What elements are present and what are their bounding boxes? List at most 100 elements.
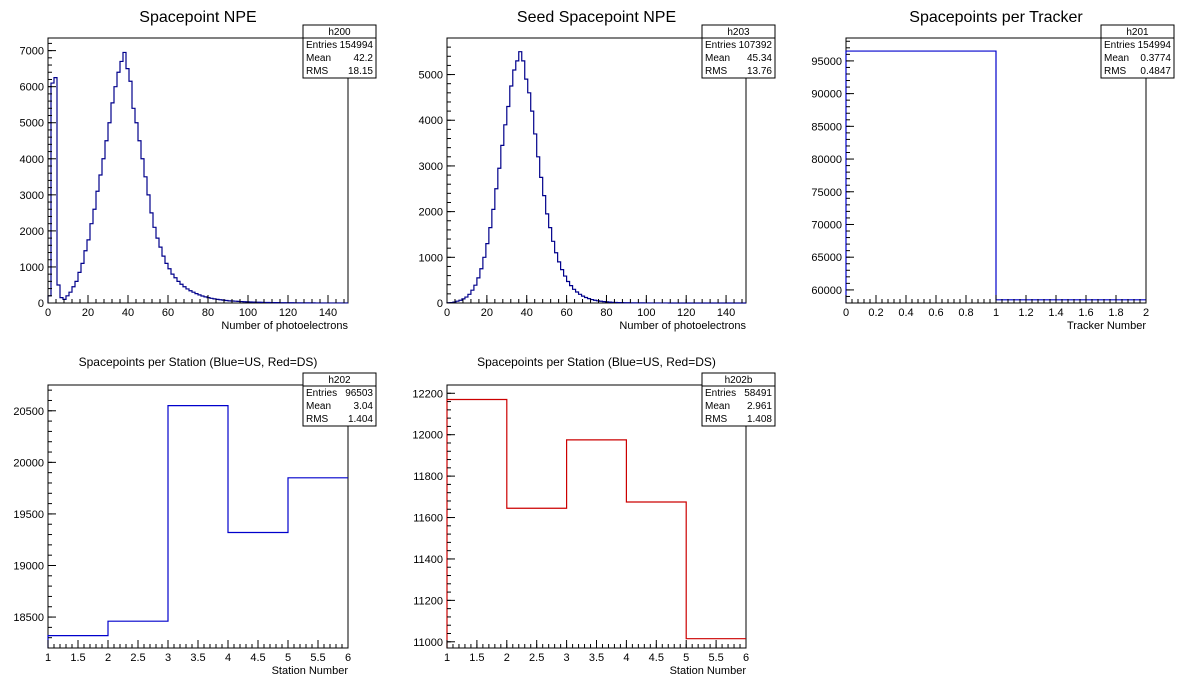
y-tick-label: 7000 [20,46,44,58]
stats-mean-label: Mean [705,401,730,412]
x-tick-label: 5.5 [708,652,723,664]
y-tick-label: 11400 [413,554,443,566]
stats-entries-value: 96503 [345,388,373,399]
x-tick-label: 0.4 [898,307,913,319]
x-tick-label: 3 [165,652,171,664]
x-tick-label: 5 [683,652,689,664]
y-tick-label: 4000 [419,115,443,127]
y-tick-label: 60000 [811,285,842,297]
y-tick-label: 11800 [413,471,443,483]
y-tick-label: 18500 [13,612,44,624]
y-tick-label: 5000 [20,118,44,130]
stats-mean-value: 2.961 [747,401,772,412]
x-axis-label: Number of photoelectrons [619,320,746,332]
x-tick-label: 20 [82,307,94,319]
y-tick-label: 95000 [811,56,842,68]
x-tick-label: 0.2 [868,307,883,319]
stats-entries-value: 107392 [739,40,773,51]
x-axis-label: Tracker Number [1067,320,1146,332]
x-tick-label: 4 [225,652,231,664]
y-tick-label: 3000 [20,190,44,202]
x-tick-label: 40 [521,307,533,319]
stats-entries-value: 58491 [744,388,772,399]
x-tick-label: 80 [600,307,612,319]
x-tick-label: 1.6 [1078,307,1093,319]
histogram-panel: Spacepoints per Station (Blue=US, Red=DS… [412,355,776,677]
x-tick-label: 5.5 [310,652,325,664]
y-tick-label: 20500 [13,406,44,418]
y-tick-label: 19500 [13,509,44,521]
y-tick-label: 1000 [20,262,44,274]
y-tick-label: 3000 [419,161,443,173]
x-tick-label: 140 [319,307,337,319]
x-tick-label: 60 [162,307,174,319]
x-tick-label: 4.5 [250,652,265,664]
chart-title: Seed Spacepoint NPE [517,9,676,26]
x-tick-label: 4 [623,652,629,664]
histogram-panel: Spacepoints per Tracker 0 0.2 0.4 0.6 0.8 1 1.2… [811,9,1175,332]
stats-box: h202b Entries 58491 Mean 2.961 RMS 1.408 [701,372,776,427]
y-tick-label: 85000 [811,121,842,133]
x-tick-label: 1 [45,652,51,664]
y-tick-label: 2000 [20,226,44,238]
x-tick-label: 1 [993,307,999,319]
x-tick-label: 120 [279,307,297,319]
stats-rms-value: 18.15 [348,66,373,77]
x-tick-label: 40 [122,307,134,319]
stats-rms-label: RMS [705,414,728,425]
x-tick-label: 6 [743,652,749,664]
histogram-line [845,50,1146,303]
histogram-line [446,51,746,304]
y-tick-label: 12200 [412,388,443,400]
stats-mean-value: 45.34 [747,53,772,64]
x-tick-label: 0 [444,307,450,319]
y-tick-label: 65000 [811,252,842,264]
stats-box: h201 Entries 154994 Mean 0.3774 RMS 0.4847 [1100,24,1175,79]
y-tick-label: 12000 [412,430,443,442]
histogram-panel: Spacepoint NPE 0 20 40 60 80 100 120 140 0 1000 200… [20,9,377,332]
x-tick-label: 1.8 [1108,307,1123,319]
x-tick-label: 2 [1143,307,1149,319]
y-tick-label: 0 [38,298,44,310]
stats-entries-value: 154994 [1138,40,1172,51]
stats-mean-label: Mean [1104,53,1129,64]
histogram-line [47,405,348,648]
histogram-panel: Seed Spacepoint NPE 0 20 40 60 80 100 120 140 0 10… [419,9,776,332]
y-tick-label: 90000 [811,89,842,101]
stats-mean-label: Mean [306,401,331,412]
stats-rms-value: 0.4847 [1140,66,1171,77]
x-tick-label: 60 [560,307,572,319]
stats-box: h202 Entries 96503 Mean 3.04 RMS 1.404 [302,372,377,427]
x-tick-label: 20 [481,307,493,319]
x-tick-label: 1.5 [70,652,85,664]
y-tick-label: 5000 [419,70,443,82]
x-tick-label: 0 [45,307,51,319]
x-tick-label: 1 [444,652,450,664]
histogram-line [47,51,348,304]
x-tick-label: 4.5 [649,652,664,664]
x-tick-label: 1.5 [469,652,484,664]
y-tick-label: 1000 [419,252,443,264]
stats-mean-value: 42.2 [354,53,374,64]
x-tick-label: 120 [677,307,695,319]
plot-frame [446,384,747,649]
histogram-panel: Spacepoints per Station (Blue=US, Red=DS… [13,355,377,677]
x-tick-label: 6 [345,652,351,664]
stats-name: h202 [328,375,351,386]
x-tick-label: 2.5 [130,652,145,664]
y-tick-label: 11200 [413,595,443,607]
stats-entries-label: Entries [1104,40,1135,51]
stats-entries-label: Entries [705,40,736,51]
x-tick-label: 140 [717,307,735,319]
x-tick-label: 2 [504,652,510,664]
x-tick-label: 3 [564,652,570,664]
x-tick-label: 0.6 [928,307,943,319]
y-tick-label: 70000 [811,219,842,231]
x-tick-label: 0.8 [958,307,973,319]
stats-rms-label: RMS [1104,66,1127,77]
stats-entries-value: 154994 [340,40,374,51]
plot-frame [446,37,747,304]
x-tick-label: 80 [202,307,214,319]
stats-entries-label: Entries [306,388,337,399]
chart-title: Spacepoints per Station (Blue=US, Red=DS… [79,355,318,369]
